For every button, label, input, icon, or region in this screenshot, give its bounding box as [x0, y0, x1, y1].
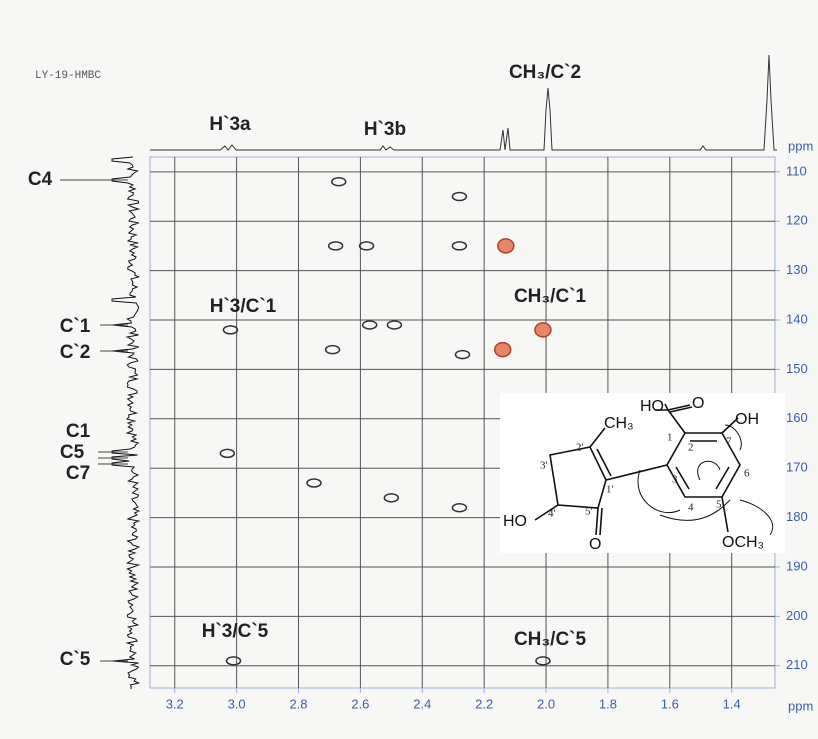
y-tick-label: 140: [786, 311, 808, 326]
atom-number: 4': [548, 508, 556, 520]
atom-number: 1': [606, 484, 614, 496]
atom-number: 7: [726, 436, 732, 448]
y-tick-label: 150: [786, 361, 808, 376]
cross-peak: [495, 343, 511, 357]
atom-label: OCH₃: [722, 534, 764, 551]
annotation: H`3/C`5: [202, 621, 269, 642]
y-axis-label: ppm: [788, 138, 813, 153]
atom-number: 3': [540, 460, 548, 472]
cross-peak: [498, 239, 514, 253]
atom-label: HO: [640, 398, 664, 415]
y-tick-label: 210: [786, 657, 808, 672]
atom-number: 3: [672, 474, 678, 486]
atom-number: 5: [716, 499, 722, 511]
annotation: C4: [28, 169, 53, 190]
atom-number: 4: [688, 502, 694, 514]
cross-peak: [535, 323, 551, 337]
atom-label: HO: [503, 513, 527, 530]
annotation: H`3a: [209, 114, 251, 135]
annotation: CH₃/C`5: [514, 629, 587, 650]
y-tick-label: 190: [786, 558, 808, 573]
atom-label: CH₃: [604, 415, 634, 432]
annotation: C`5: [60, 649, 91, 670]
x-tick-label: 2.6: [351, 696, 369, 711]
y-tick-label: 180: [786, 509, 808, 524]
y-tick-label: 130: [786, 262, 808, 277]
x-tick-label: 2.2: [475, 696, 493, 711]
structure: HO O OH CH₃ HO O OCH₃ 1 2 3 4 5 6 7 1' 2…: [500, 393, 785, 553]
annotation: H`3b: [364, 119, 406, 140]
x-tick-label: 2.4: [413, 696, 431, 711]
annotation: C1: [66, 421, 91, 442]
y-tick-label: 160: [786, 410, 808, 425]
atom-label: O: [692, 395, 704, 412]
atom-number: 2': [576, 442, 584, 454]
x-axis-label: ppm: [788, 698, 813, 713]
chart-title: LY-19-HMBC: [35, 70, 101, 82]
atom-number: 5': [585, 506, 593, 518]
atom-number: 6: [744, 468, 750, 480]
annotation: C7: [66, 463, 90, 484]
x-tick-label: 1.6: [661, 696, 679, 711]
x-tick-label: 1.8: [599, 696, 617, 711]
annotation: C`2: [60, 342, 91, 363]
atom-label: OH: [735, 411, 759, 428]
atom-number: 1: [667, 432, 673, 444]
annotation: H`3/C`1: [210, 296, 277, 317]
y-tick-label: 170: [786, 460, 808, 475]
y-tick-label: 200: [786, 608, 808, 623]
y-tick-label: 110: [786, 163, 807, 178]
y-tick-label: 120: [786, 213, 808, 228]
annotation: CH₃/C`2: [509, 62, 581, 83]
annotation: CH₃/C`1: [514, 286, 587, 307]
annotation: C5: [60, 442, 85, 463]
atom-number: 2: [688, 442, 694, 454]
x-tick-label: 2.8: [289, 696, 307, 711]
x-tick-label: 2.0: [537, 696, 555, 711]
figure: LY-19-HMBC 3.2 3.0 2.8 2.6 2.4 2.2 2.0 1.8 1.6 1.…: [0, 0, 818, 739]
x-tick-label: 1.4: [723, 696, 741, 711]
x-tick-label: 3.0: [228, 696, 246, 711]
x-tick-label: 3.2: [166, 696, 184, 711]
annotation: C`1: [60, 316, 91, 337]
atom-label: O: [589, 536, 601, 553]
